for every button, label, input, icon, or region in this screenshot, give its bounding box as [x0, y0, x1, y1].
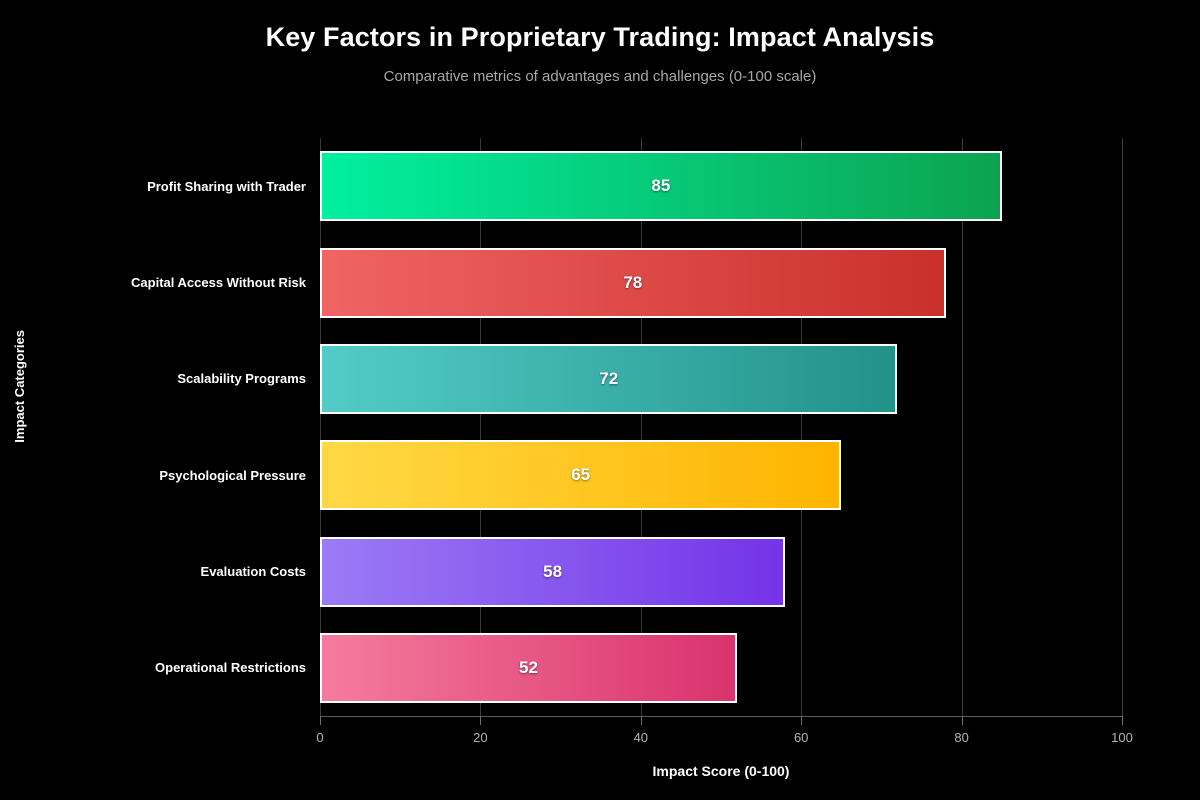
bar[interactable]	[320, 151, 1002, 222]
bar-row[interactable]: 85	[320, 151, 1122, 222]
x-tick-mark	[801, 716, 803, 725]
y-axis-label-evaluation-costs: Evaluation Costs	[200, 564, 306, 579]
x-axis-title: Impact Score (0-100)	[652, 763, 790, 779]
y-axis-label-operational-restrictions: Operational Restrictions	[155, 660, 306, 676]
bar[interactable]	[320, 536, 786, 607]
bar-row[interactable]: 72	[320, 343, 1122, 414]
y-axis-label-capital-access-without-risk: Capital Access Without Risk	[131, 275, 306, 290]
x-tick-label: 60	[793, 730, 809, 745]
x-tick-label: 0	[316, 730, 324, 745]
x-tick-mark	[320, 716, 321, 725]
y-axis-title: Impact Categories	[12, 330, 27, 443]
x-tick-mark	[480, 716, 482, 725]
chart-subtitle: Comparative metrics of advantages and ch…	[383, 68, 817, 85]
x-axis-line	[320, 716, 1122, 717]
gridline-x-60	[801, 138, 803, 716]
x-tick-label: 20	[473, 730, 488, 745]
bar-row[interactable]: 65	[320, 440, 1122, 511]
gridline-x-0	[320, 138, 321, 716]
plot-area: 85 78 72 65 58 52	[320, 138, 1122, 716]
bar[interactable]	[320, 343, 898, 414]
y-axis-label-psychological-pressure: Psychological Pressure	[159, 467, 306, 483]
x-tick-label: 100	[1111, 730, 1133, 745]
gridline-x-100	[1122, 138, 1123, 716]
x-tick-label: 80	[954, 730, 969, 745]
gridline-x-20	[480, 138, 482, 716]
gridline-x-80	[961, 138, 963, 716]
x-tick-mark	[1122, 716, 1123, 725]
y-axis-label-scalability-programs: Scalability Programs	[177, 371, 306, 387]
bar[interactable]	[320, 632, 738, 703]
bar-row[interactable]: 78	[320, 247, 1122, 318]
x-tick-label: 40	[633, 730, 649, 745]
bar-row[interactable]: 52	[320, 632, 1122, 703]
bar[interactable]	[320, 440, 842, 511]
y-axis-label-profit-sharing-with-trader: Profit Sharing with Trader	[147, 178, 306, 194]
chart-title: Key Factors in Proprietary Trading: Impa…	[265, 22, 935, 52]
bar-row[interactable]: 58	[320, 536, 1122, 607]
bar[interactable]	[320, 247, 946, 318]
x-tick-mark	[961, 716, 963, 725]
gridline-x-40	[640, 138, 642, 716]
x-tick-mark	[640, 716, 642, 725]
